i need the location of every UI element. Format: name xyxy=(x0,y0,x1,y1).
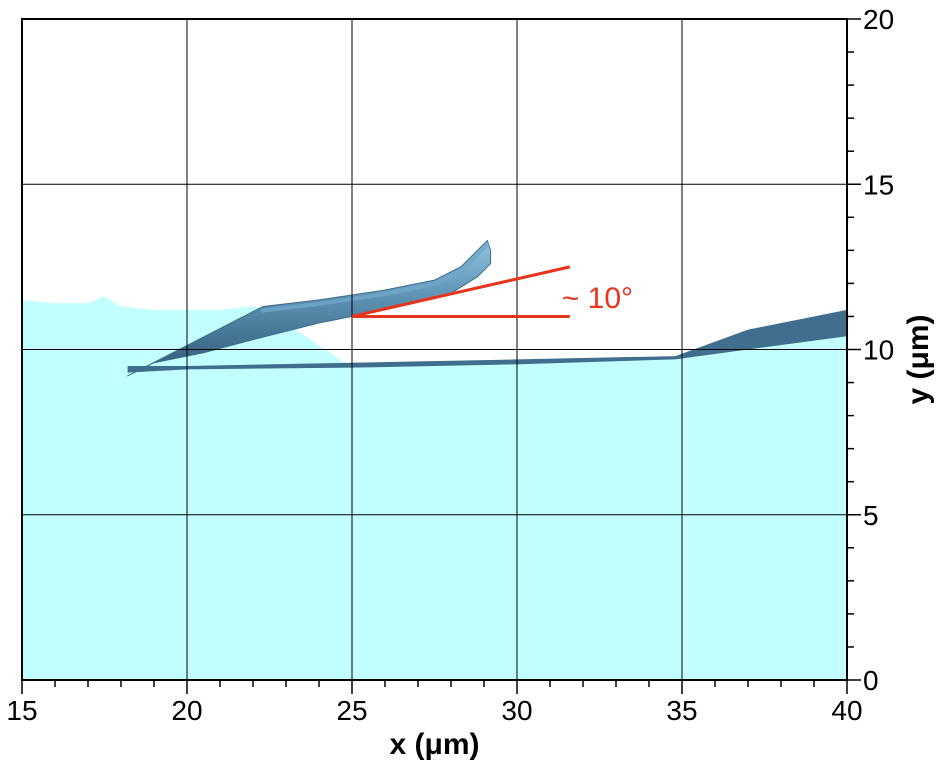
angle-annotation: ~ 10° xyxy=(351,265,633,318)
x-tick-label: 30 xyxy=(501,695,532,726)
liquid-region xyxy=(22,296,847,680)
jet-highlight xyxy=(260,242,490,313)
y-tick-label: 15 xyxy=(863,169,894,200)
x-axis-title: x (μm) xyxy=(389,728,479,761)
angle-label: ~ 10° xyxy=(562,282,633,315)
y-axis-title: y (μm) xyxy=(902,314,935,404)
x-axis-ticks: 15 20 25 30 35 40 xyxy=(6,680,863,726)
x-tick-label: 20 xyxy=(171,695,202,726)
y-tick-label: 10 xyxy=(863,335,894,366)
y-tick-label: 20 xyxy=(863,4,894,35)
y-tick-label: 0 xyxy=(863,665,879,696)
ejecta-jet xyxy=(127,239,492,377)
x-tick-label: 15 xyxy=(6,695,37,726)
x-tick-label: 35 xyxy=(666,695,697,726)
angle-ray-line xyxy=(351,265,571,318)
y-tick-label: 5 xyxy=(863,500,879,531)
grid-lines xyxy=(22,19,847,680)
x-tick-label: 40 xyxy=(831,695,862,726)
y-axis-ticks: 0 5 10 15 20 xyxy=(847,4,894,696)
x-tick-label: 25 xyxy=(336,695,367,726)
ejecta-film-sheet xyxy=(127,309,847,373)
